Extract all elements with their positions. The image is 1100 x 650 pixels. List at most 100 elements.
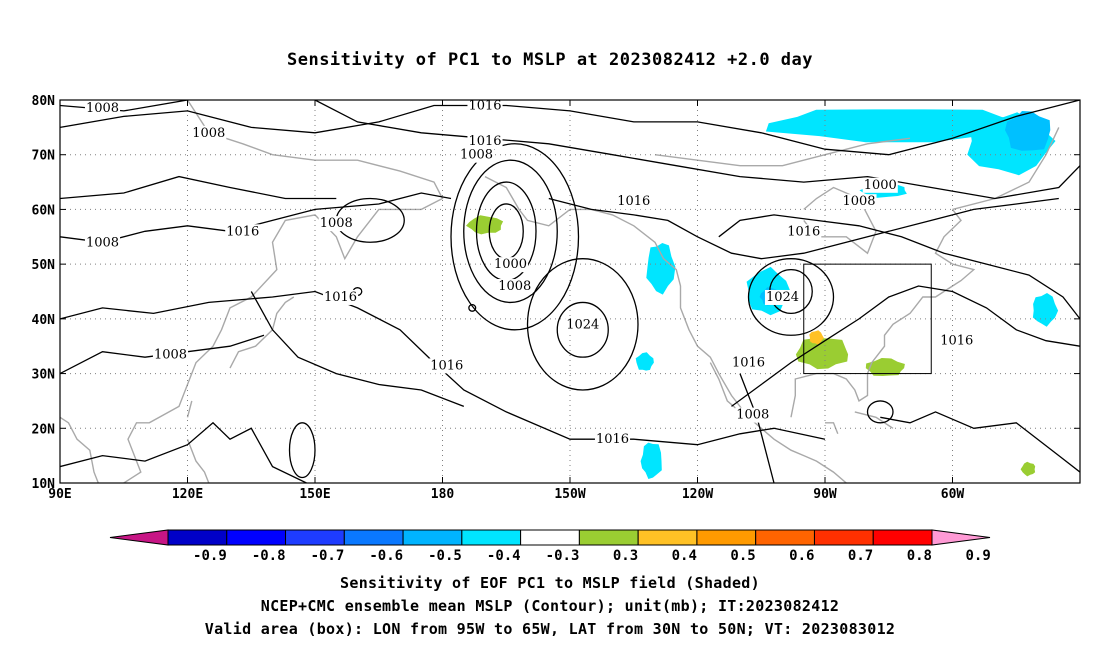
contour-label: 1000 [864,178,897,193]
contour-label: 1016 [617,194,650,209]
contour-label: 1024 [766,290,799,305]
mslp-contour [866,400,894,424]
contour-label: 1008 [86,101,119,116]
sensitivity-region [1020,461,1036,477]
valid-area-box [803,263,932,375]
mslp-contour [526,258,639,391]
caption-line-3: Valid area (box): LON from 95W to 65W, L… [204,620,896,638]
coastline [186,438,210,483]
colorbar-tick-label: -0.9 [193,548,227,564]
lat-tick-label: 10N [32,477,56,492]
lon-tick-label: 180 [431,487,455,502]
lat-tick-label: 20N [32,422,56,437]
contour-label: 1008 [842,194,875,209]
colorbar-tick-label: 0.5 [730,548,755,564]
coastline [825,422,839,435]
lon-tick-label: 150W [554,487,585,502]
chart-title: Sensitivity of PC1 to MSLP at 2023082412… [286,50,813,70]
colorbar: -0.9 -0.8 -0.7 -0.6 -0.5 -0.4 -0.3 0.3 0.4 0.5 0.6… [109,529,991,564]
mslp-contour [880,411,1080,473]
colorbar-box [343,529,404,546]
colorbar-box [637,529,698,546]
sensitivity-region [640,442,662,479]
contour-label: 1008 [736,408,769,423]
mslp-contour [463,159,558,304]
coastline [790,208,976,418]
caption-line-2: NCEP+CMC ensemble mean MSLP (Contour); u… [260,597,840,615]
colorbar-box [578,529,639,546]
mslp-contour [60,421,307,483]
colorbar-tick-label: 0.7 [848,548,873,564]
coastline [484,175,847,483]
mslp-contour [718,214,1080,320]
contour-label: 1000 [494,257,527,272]
sensitivity-region [466,215,504,235]
colorbar-max-arrow [931,529,991,546]
colorbar-tick-label: -0.4 [487,548,521,564]
contour-label: 1016 [940,334,973,349]
colorbar-box [461,529,522,546]
mslp-contour [556,301,609,358]
coastline [709,362,741,413]
sensitivity-region [795,337,849,370]
mslp-contour-layer [60,100,1080,483]
coastline [60,416,99,483]
sensitivity-region [1032,293,1059,327]
lon-tick-label: 90E [48,487,71,502]
mslp-contour [731,285,1080,407]
colorbar-tick-label: -0.5 [428,548,462,564]
contour-label: 1008 [460,148,493,163]
colorbar-tick-label: -0.8 [252,548,286,564]
coastline [803,186,877,255]
valid-area-rect [803,263,932,375]
mslp-contour [450,143,580,331]
colorbar-tick-label: 0.6 [789,548,814,564]
lat-tick-label: 50N [32,258,56,273]
lat-tick-label: 60N [32,203,56,218]
contour-label: 1016 [732,356,765,371]
coastline [854,411,894,429]
contour-label: 1016 [226,224,259,239]
colorbar-box [226,529,287,546]
colorbar-tick-label: -0.7 [311,548,345,564]
colorbar-tick-label: 0.9 [965,548,990,564]
sensitivity-region [809,330,824,345]
colorbar-box [813,529,874,546]
coastline [186,400,193,418]
contour-label: 1008 [320,216,353,231]
mslp-contour [548,197,1059,260]
colorbar-box [285,529,345,546]
colorbar-tick-label: 0.8 [907,548,932,564]
colorbar-box [402,529,463,546]
sensitivity-region [646,243,676,295]
colorbar-tick-label: -0.3 [546,548,580,564]
colorbar-tick-label: 0.4 [672,548,697,564]
contour-label: 1008 [86,235,119,250]
coastline [952,127,1060,211]
lon-tick-label: 90W [813,487,837,502]
map-frame: 1008100810161016100810161008101610081016… [32,94,1081,502]
contour-label: 1016 [468,134,501,149]
lat-tick-label: 70N [32,149,56,164]
contour-label-layer: 1008100810161016100810161008101610081016… [84,98,975,448]
colorbar-box [872,529,933,546]
sensitivity-region [1005,111,1051,151]
mslp-contour [60,100,188,112]
lon-tick-label: 120W [682,487,713,502]
colorbar-box [520,529,580,546]
contour-label: 1016 [468,98,501,113]
lon-tick-label: 150E [299,487,330,502]
mslp-contour [468,303,477,312]
colorbar-box [167,529,228,546]
mslp-contour [250,291,465,408]
colorbar-min-arrow [109,529,169,546]
colorbar-box [755,529,815,546]
colorbar-tick-label: 0.3 [613,548,638,564]
mslp-contour [314,100,1080,200]
mslp-contour [60,100,1080,156]
lat-tick-label: 30N [32,368,56,383]
contour-label: 1008 [498,279,531,294]
contour-label: 1008 [154,347,187,362]
lat-tick-label: 40N [32,313,56,328]
